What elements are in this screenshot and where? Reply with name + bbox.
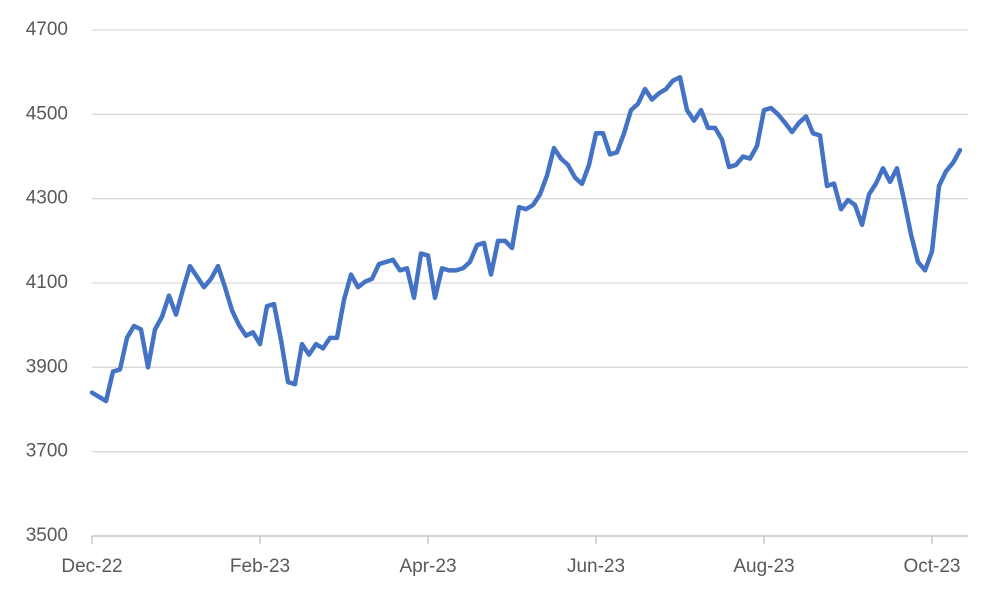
y-tick-label: 4500 <box>26 103 68 124</box>
x-tick-label: Oct-23 <box>903 556 960 577</box>
y-tick-label: 3900 <box>26 356 68 377</box>
x-tick-label: Dec-22 <box>61 556 122 577</box>
x-tick-label: Feb-23 <box>230 556 290 577</box>
y-tick-label: 3500 <box>26 525 68 546</box>
y-tick-label: 4700 <box>26 19 68 40</box>
series-line <box>89 74 963 404</box>
x-tick-label: Aug-23 <box>733 556 794 577</box>
y-tick-label: 3700 <box>26 441 68 462</box>
x-tick-label: Apr-23 <box>399 556 456 577</box>
y-tick-label: 4100 <box>26 272 68 293</box>
x-tick-label: Jun-23 <box>567 556 625 577</box>
y-tick-label: 4300 <box>26 188 68 209</box>
